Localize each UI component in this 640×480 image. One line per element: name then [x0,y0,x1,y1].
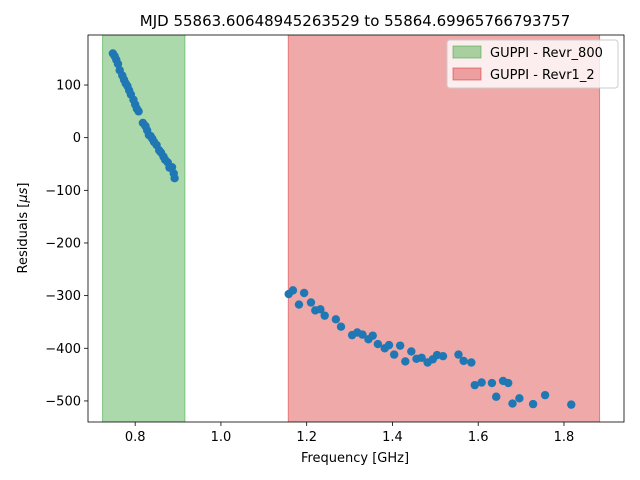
legend-swatch [452,45,482,59]
legend: GUPPI - Revr_800 GUPPI - Revr1_2 [446,39,619,89]
chart-title: MJD 55863.60648945263529 to 55864.699657… [140,12,570,30]
data-point [492,392,501,401]
band-revr1-2 [288,35,600,422]
data-point [170,174,179,183]
data-point [470,380,479,390]
legend-box [446,39,619,89]
x-tick-label: 1.2 [296,430,317,445]
x-tick-label: 1.4 [382,430,403,445]
legend-label: GUPPI - Revr1_2 [490,68,595,83]
x-axis-ticks: 0.8 1.0 1.2 1.4 1.6 1.8 [125,422,574,445]
y-tick-label: −200 [45,236,81,251]
x-tick-label: 1.6 [468,430,489,445]
data-point [459,356,468,366]
data-point [299,288,309,298]
data-point [504,378,513,388]
legend-label: GUPPI - Revr_800 [490,46,603,61]
y-axis-label: Residuals [μs] [16,182,31,273]
band-revr-800 [102,35,185,422]
data-point [294,300,304,309]
data-point [487,378,497,388]
data-point [395,341,405,350]
data-point [331,315,341,324]
x-tick-label: 1.0 [211,430,232,445]
x-tick-label: 1.8 [554,430,575,445]
data-point [134,107,143,116]
band-layer [102,35,601,422]
y-tick-label: −300 [45,289,81,304]
x-tick-label: 0.8 [125,430,146,445]
data-point [528,399,538,409]
data-point [389,350,399,359]
data-point [454,350,463,359]
data-point [540,390,550,400]
y-tick-label: 0 [73,131,81,146]
axes-frame [87,34,625,423]
data-point [407,347,416,356]
x-axis-label: Frequency [GHz] [301,451,409,466]
y-tick-label: 100 [56,79,81,94]
data-point [336,322,346,331]
y-tick-label: −500 [45,394,81,409]
data-point [167,162,177,172]
data-point [508,399,517,408]
data-point [401,357,410,366]
data-point [368,331,377,340]
data-point [515,394,524,403]
data-point [358,330,367,339]
data-point [438,351,448,361]
data-point [477,378,486,387]
data-point [384,340,394,350]
y-tick-label: −100 [45,184,81,199]
data-point [417,353,426,362]
data-point [306,298,316,307]
y-tick-label: −400 [45,342,81,357]
data-point [467,358,476,367]
data-point [288,286,298,295]
data-point [567,400,576,409]
scatter-points [108,49,576,409]
data-point [373,339,383,349]
y-axis-ticks: 100 0 −100 −200 −300 −400 −500 [45,79,88,409]
data-point [316,305,325,314]
data-point [113,59,123,69]
data-point [320,311,329,320]
legend-swatch [452,67,482,81]
